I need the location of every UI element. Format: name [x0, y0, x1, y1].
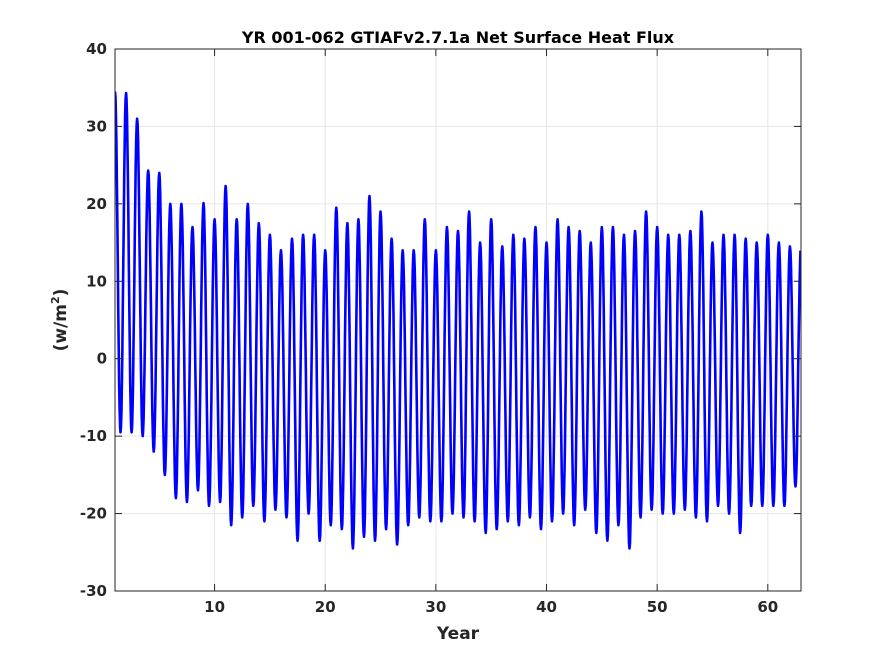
y-tick-label: 0	[97, 350, 107, 368]
x-tick-label: 50	[647, 598, 668, 616]
y-tick-label: 10	[86, 272, 107, 290]
y-axis-label-close: )	[51, 289, 71, 297]
plot-frame	[114, 48, 802, 592]
x-tick-label: 60	[757, 598, 778, 616]
x-tick-label: 10	[204, 598, 225, 616]
y-tick-label: 40	[86, 40, 107, 58]
series-line-0	[115, 91, 801, 550]
y-tick-label: 30	[86, 117, 107, 135]
x-tick-label: 40	[536, 598, 557, 616]
chart-title: YR 001-062 GTIAFv2.7.1a Net Surface Heat…	[241, 28, 675, 47]
tick-layer: 10 20 30 40 50 60 -30 -20 -10 0 10 20 30 40	[80, 40, 801, 616]
x-tick-label: 20	[315, 598, 336, 616]
y-axis-label-main: (w/m	[51, 304, 71, 351]
y-axis-label: (w/m2)	[49, 289, 71, 352]
y-axis-label-superscript: 2	[49, 296, 62, 304]
y-tick-label: -20	[80, 505, 107, 523]
x-axis-label: Year	[436, 624, 480, 644]
y-tick-label: -30	[80, 582, 107, 600]
y-tick-label: -10	[80, 427, 107, 445]
x-tick-label: 30	[425, 598, 446, 616]
y-tick-label: 20	[86, 195, 107, 213]
series-layer	[115, 91, 801, 550]
